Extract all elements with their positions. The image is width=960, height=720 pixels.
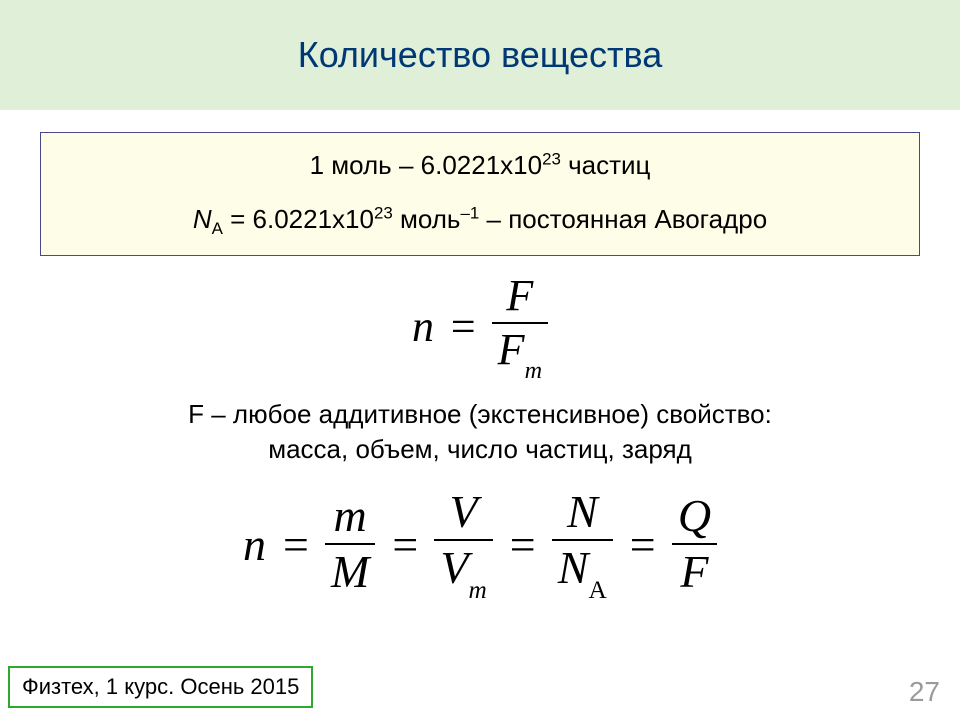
- f1-lhs: n: [412, 301, 434, 352]
- definition-line-1: 1 моль – 6.0221х1023 частиц: [51, 147, 909, 183]
- f2-eq2: =: [389, 518, 420, 571]
- f2-t2-num: V: [444, 489, 484, 535]
- f2-t2-den-sub: m: [468, 576, 486, 604]
- desc-line-1: F – любое аддитивное (экстенсивное) свой…: [40, 397, 920, 432]
- course-footer: Физтех, 1 курс. Осень 2015: [8, 666, 313, 708]
- page-number: 27: [909, 676, 940, 708]
- f2-eq1: =: [280, 518, 311, 571]
- page-title: Количество вещества: [298, 34, 663, 76]
- def2-unit: моль: [393, 204, 461, 234]
- f2-t3-den: NA: [552, 545, 613, 598]
- f2-t2-den: Vm: [434, 545, 492, 598]
- definition-line-2: NA = 6.0221х1023 моль–1 – постоянная Аво…: [51, 201, 909, 241]
- f2-frac-2: V Vm: [434, 489, 492, 598]
- f2-t1-num: m: [328, 493, 373, 539]
- f2-frac-4: Q F: [672, 493, 717, 595]
- f2-t3-den-base: N: [558, 542, 589, 593]
- f1-fraction: F Fm: [492, 274, 548, 379]
- def1-exp: 23: [542, 149, 561, 168]
- def1-pre: 1 моль – 6.0221х10: [310, 150, 543, 180]
- f2-t3-den-sub: A: [588, 576, 606, 604]
- title-band: Количество вещества: [0, 0, 960, 110]
- f1-den-sub: m: [525, 357, 542, 384]
- f2-frac-1: m M: [325, 493, 375, 595]
- def2-exp: 23: [374, 204, 393, 223]
- f2-frac-3: N NA: [552, 489, 613, 598]
- f1-den: Fm: [492, 328, 548, 379]
- f2-t4-num: Q: [672, 493, 717, 539]
- definition-box: 1 моль – 6.0221х1023 частиц NA = 6.0221х…: [40, 132, 920, 256]
- f2-lhs: n: [243, 518, 266, 571]
- f1-eq: =: [448, 301, 478, 352]
- f2-t1-den: M: [325, 549, 375, 595]
- f1-num: F: [500, 274, 539, 318]
- f2-t2-den-base: V: [440, 542, 468, 593]
- def2-sub: A: [212, 220, 223, 239]
- description: F – любое аддитивное (экстенсивное) свой…: [0, 397, 960, 467]
- formula-1: n = F Fm: [0, 274, 960, 379]
- f2-eq4: =: [627, 518, 658, 571]
- formula-2: n = m M = V Vm = N NA = Q F: [0, 489, 960, 598]
- def2-tail: – постоянная Авогадро: [479, 204, 767, 234]
- def2-sym: N: [193, 204, 212, 234]
- f2-eq3: =: [507, 518, 538, 571]
- f1-den-base: F: [498, 325, 525, 374]
- desc-line-2: масса, объем, число частиц, заряд: [40, 432, 920, 467]
- def2-unitexp: –1: [460, 204, 479, 223]
- def1-post: частиц: [561, 150, 651, 180]
- f2-t4-den: F: [674, 549, 714, 595]
- f2-t3-num: N: [561, 489, 604, 535]
- def2-mid: = 6.0221х10: [223, 204, 374, 234]
